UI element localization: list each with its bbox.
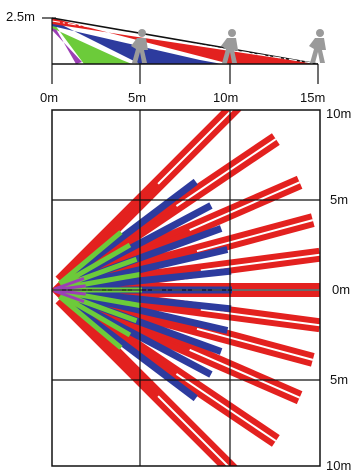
side-dash-line bbox=[51, 20, 319, 65]
purple-beam bbox=[53, 289, 85, 304]
green-beam bbox=[58, 230, 123, 286]
side-view-diagram bbox=[42, 17, 326, 84]
blue-beam bbox=[80, 293, 229, 334]
top-label-10m-upper: 10m bbox=[326, 106, 352, 121]
green-beam bbox=[58, 294, 123, 350]
detection-fan bbox=[52, 110, 320, 466]
side-beam-purple bbox=[52, 22, 82, 64]
red-beam-highlight bbox=[157, 110, 234, 185]
distance-label-15m: 15m bbox=[300, 90, 326, 105]
red-beam-highlight bbox=[196, 327, 314, 361]
purple-beam bbox=[53, 276, 85, 291]
green-beam bbox=[59, 242, 132, 288]
top-label-5m-lower: 5m bbox=[330, 372, 349, 387]
green-beam bbox=[59, 292, 132, 338]
red-beam-highlight bbox=[196, 219, 314, 253]
red-beam-highlight bbox=[189, 348, 301, 399]
blue-beam bbox=[73, 305, 198, 402]
distance-label-5m: 5m bbox=[128, 90, 147, 105]
top-label-5m-upper: 5m bbox=[330, 192, 349, 207]
red-beam-highlight bbox=[200, 253, 320, 272]
red-beam-highlight bbox=[157, 395, 230, 466]
height-label: 2.5m bbox=[6, 9, 35, 24]
person-icon bbox=[221, 29, 238, 63]
person-icon bbox=[131, 29, 148, 63]
blue-beam bbox=[80, 246, 229, 287]
blue-beam bbox=[73, 178, 198, 275]
blue-beam bbox=[81, 267, 232, 291]
top-label-0m: 0m bbox=[332, 282, 351, 297]
red-beam-highlight bbox=[189, 181, 301, 232]
distance-label-10m: 10m bbox=[213, 90, 239, 105]
person-icon bbox=[309, 29, 326, 63]
side-beam-green bbox=[52, 21, 132, 64]
blue-beam bbox=[81, 289, 232, 313]
red-beam-highlight bbox=[200, 308, 320, 327]
purple-beam bbox=[53, 284, 86, 292]
distance-label-0m: 0m bbox=[40, 90, 59, 105]
purple-beam bbox=[53, 288, 86, 296]
red-beam-highlight bbox=[175, 373, 277, 442]
top-label-10m-lower: 10m bbox=[326, 458, 352, 473]
red-beam-highlight bbox=[175, 138, 277, 207]
grid-border bbox=[51, 109, 321, 467]
